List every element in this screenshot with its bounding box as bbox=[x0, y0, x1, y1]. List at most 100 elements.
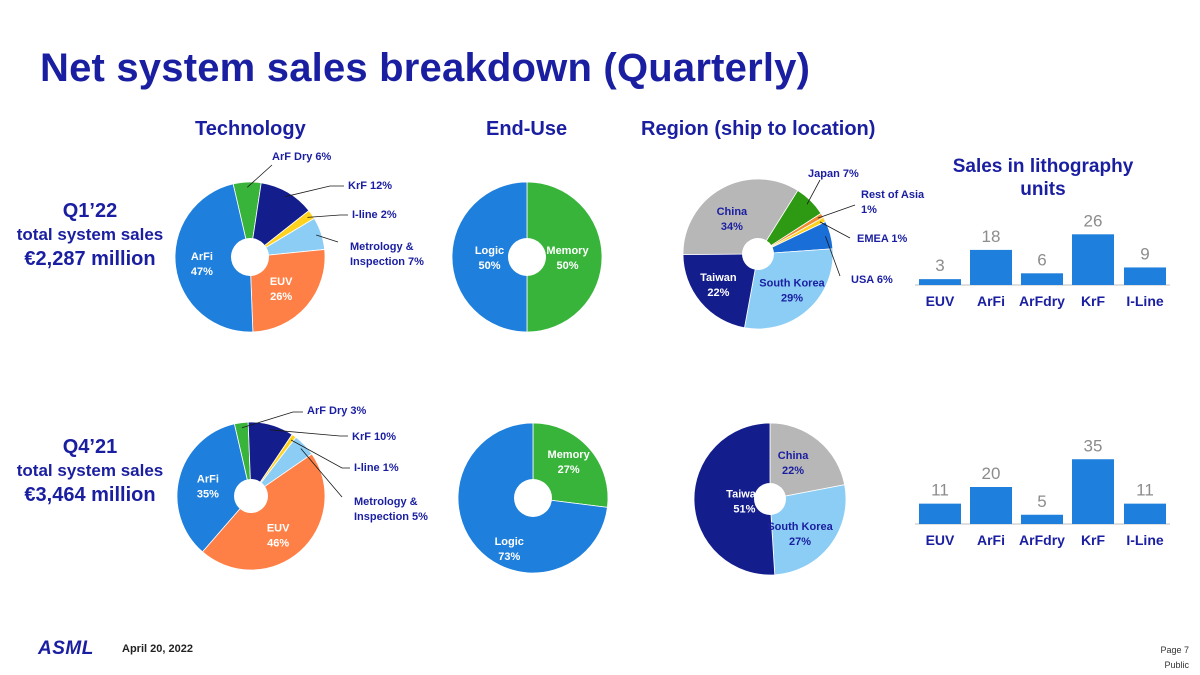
label-rest-of-asia: Rest of Asia 1% bbox=[861, 189, 925, 216]
leader-line-metrology-and-inspection bbox=[316, 234, 339, 243]
end-use-header: End-Use bbox=[486, 118, 568, 140]
technology-header: Technology bbox=[195, 118, 306, 140]
q4-21-litho-value-euv: 11 bbox=[931, 481, 949, 500]
leader-line-rest-of-asia bbox=[817, 204, 856, 219]
label-arf-dry: ArF Dry 3% bbox=[307, 405, 367, 417]
q1-22-litho-category-arfdry: ArFdry bbox=[1019, 293, 1065, 309]
q1-22-litho-value-arfi: 18 bbox=[982, 227, 1001, 246]
slice-logic bbox=[451, 181, 528, 333]
q4-21-litho-bar-arfi bbox=[970, 487, 1012, 524]
total-sales-value: €3,464 million bbox=[24, 484, 156, 506]
q4-21-litho-category-euv: EUV bbox=[926, 532, 955, 548]
q4-21-litho-bar-euv bbox=[919, 503, 961, 524]
leader-line-i-line bbox=[290, 439, 350, 469]
q1-22-litho-value-euv: 3 bbox=[935, 256, 944, 275]
q4-21-litho-value-krf: 35 bbox=[1084, 436, 1103, 455]
label-arfi: ArFi 35% bbox=[197, 473, 219, 500]
slice-taiwan bbox=[682, 253, 759, 329]
donut-hole bbox=[508, 238, 546, 276]
page-number: Page 7 bbox=[1160, 645, 1189, 655]
label-memory: Memory 50% bbox=[546, 245, 589, 272]
label-euv: EUV 46% bbox=[267, 522, 290, 549]
q1-22-litho-category-krf: KrF bbox=[1081, 293, 1106, 309]
q1-22-litho-bar-euv bbox=[919, 279, 961, 285]
label-usa: USA 6% bbox=[851, 274, 893, 286]
q4-21-litho-category-arfi: ArFi bbox=[977, 532, 1005, 548]
label-china: China 22% bbox=[778, 450, 809, 477]
leader-line-i-line bbox=[307, 214, 348, 218]
label-japan: Japan 7% bbox=[808, 168, 859, 180]
q1-22-litho-category-euv: EUV bbox=[926, 293, 955, 309]
q4-21-litho-bar-i-line bbox=[1124, 503, 1166, 524]
q4-21-litho-bar-krf bbox=[1072, 459, 1114, 524]
quarter-label: Q1’22 bbox=[62, 200, 118, 222]
label-logic: Logic 73% bbox=[495, 536, 524, 563]
q1-22-litho-value-krf: 26 bbox=[1084, 211, 1103, 230]
q1-22-summary: Q1’22 total system sales €2,287 million bbox=[10, 198, 170, 272]
slice-china bbox=[682, 178, 799, 255]
slice-south-korea bbox=[769, 484, 847, 576]
classification-label: Public bbox=[1164, 660, 1189, 670]
label-euv: EUV 26% bbox=[270, 276, 293, 303]
slice-memory bbox=[532, 422, 609, 508]
q1-22-litho-category-i-line: I-Line bbox=[1126, 293, 1164, 309]
asml-logo: ASML bbox=[38, 638, 94, 659]
q1-22-litho-value-i-line: 9 bbox=[1140, 244, 1149, 263]
total-sales-label: total system sales bbox=[16, 461, 164, 480]
q4-21-litho-bar-arfdry bbox=[1021, 514, 1063, 524]
total-sales-label: total system sales bbox=[16, 225, 164, 244]
litho-header: Sales in lithography units bbox=[953, 156, 1134, 200]
total-sales-value: €2,287 million bbox=[24, 248, 156, 270]
leader-line-krf bbox=[285, 185, 344, 198]
slice-arfi bbox=[176, 423, 252, 553]
label-emea: EMEA 1% bbox=[857, 233, 908, 245]
leader-line-metrology-and-inspection bbox=[300, 448, 343, 498]
label-i-line: I-line 1% bbox=[354, 462, 399, 474]
slice-arfi bbox=[174, 183, 254, 333]
q4-21-litho-value-i-line: 11 bbox=[1136, 481, 1154, 500]
label-arf-dry: ArF Dry 6% bbox=[272, 151, 332, 163]
slice-south-korea bbox=[743, 248, 834, 330]
q4-21-summary: Q4’21 total system sales €3,464 million bbox=[10, 434, 170, 508]
q1-22-litho-bar-i-line bbox=[1124, 267, 1166, 285]
leader-line-arf-dry bbox=[241, 411, 303, 429]
q1-22-litho-bar-arfi bbox=[970, 249, 1012, 285]
slice-china bbox=[769, 422, 846, 500]
slice-taiwan bbox=[693, 422, 776, 576]
quarter-label: Q4’21 bbox=[62, 436, 118, 458]
footer-date: April 20, 2022 bbox=[122, 643, 193, 655]
donut-hole bbox=[742, 238, 774, 270]
leader-line-emea bbox=[819, 221, 851, 239]
label-metrology-and-inspection: Metrology & Inspection 7% bbox=[350, 241, 424, 268]
label-taiwan: Taiwan 51% bbox=[726, 488, 763, 515]
q4-21-litho-category-krf: KrF bbox=[1081, 532, 1106, 548]
leader-line-arf-dry bbox=[247, 164, 273, 188]
leader-line-krf bbox=[269, 429, 348, 437]
label-south-korea: South Korea 29% bbox=[759, 278, 825, 305]
label-china: China 34% bbox=[717, 206, 748, 233]
donut-hole bbox=[234, 479, 268, 513]
q4-21-litho-category-arfdry: ArFdry bbox=[1019, 532, 1065, 548]
slice-memory bbox=[526, 181, 603, 333]
leader-line-japan bbox=[806, 179, 821, 205]
label-taiwan: Taiwan 22% bbox=[700, 272, 737, 299]
slice-euv bbox=[201, 453, 326, 571]
label-krf: KrF 12% bbox=[348, 180, 392, 192]
donut-hole bbox=[514, 479, 552, 517]
q4-21-litho-value-arfdry: 5 bbox=[1037, 492, 1046, 511]
label-metrology-and-inspection: Metrology & Inspection 5% bbox=[354, 496, 428, 523]
label-arfi: ArFi 47% bbox=[191, 251, 213, 278]
label-memory: Memory 27% bbox=[548, 449, 591, 476]
q4-21-litho-category-i-line: I-Line bbox=[1126, 532, 1164, 548]
label-logic: Logic 50% bbox=[475, 245, 504, 272]
q4-21-litho-value-arfi: 20 bbox=[982, 464, 1001, 483]
q1-22-litho-bar-krf bbox=[1072, 234, 1114, 285]
q1-22-litho-value-arfdry: 6 bbox=[1037, 250, 1046, 269]
page-title: Net system sales breakdown (Quarterly) bbox=[40, 46, 811, 90]
label-krf: KrF 10% bbox=[352, 431, 396, 443]
slice-euv bbox=[249, 248, 326, 333]
donut-hole bbox=[231, 238, 269, 276]
region-header: Region (ship to location) bbox=[641, 118, 876, 140]
